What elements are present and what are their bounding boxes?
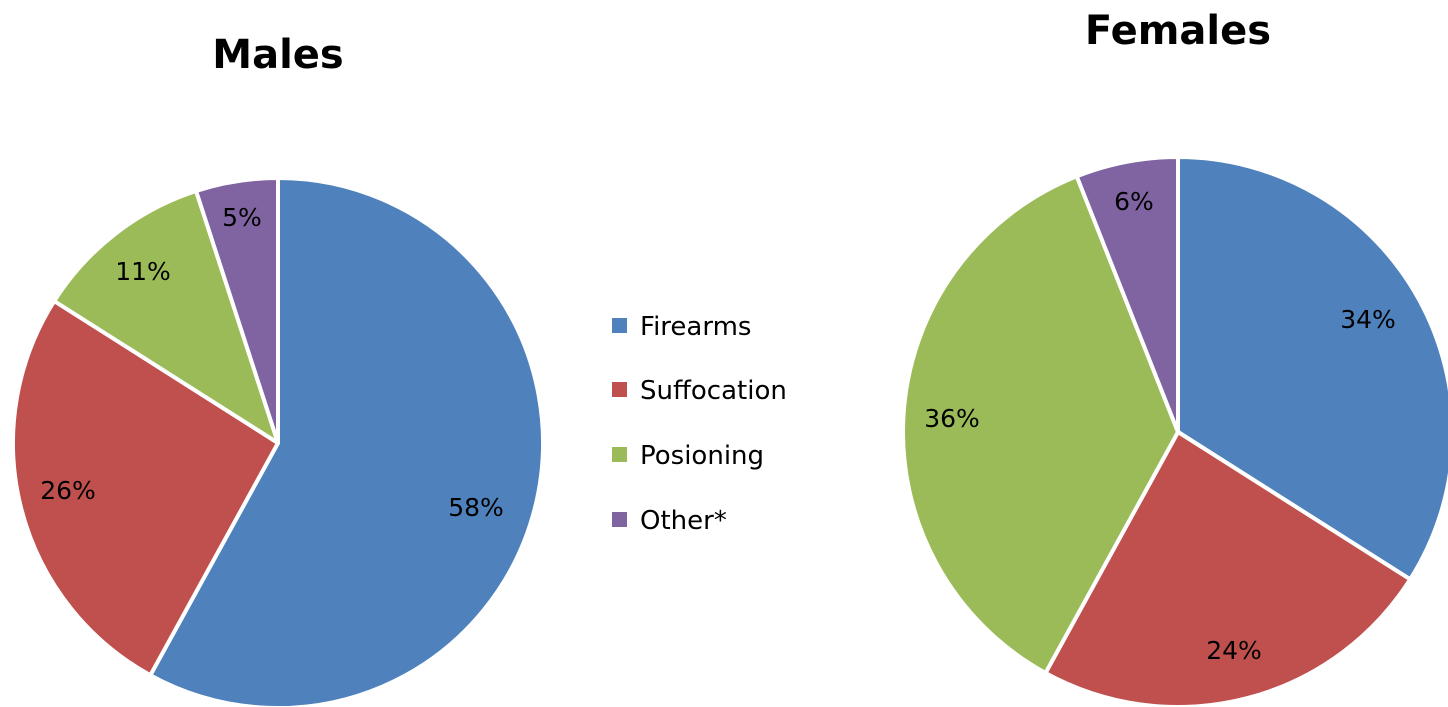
females-label-firearms: 34% [1340, 305, 1396, 334]
legend-label-other: Other* [640, 506, 727, 536]
males-slice-suffocation [11, 299, 280, 678]
males-label-other: 5% [222, 203, 262, 232]
legend-swatch-suffocation [612, 382, 627, 397]
females-label-other: 6% [1114, 187, 1154, 216]
legend-swatch-posioning [612, 447, 627, 462]
males-label-posioning: 11% [115, 257, 171, 286]
females-title: Females [1085, 8, 1271, 54]
females-slice-posioning [901, 174, 1180, 675]
males-slice-firearms [148, 176, 546, 707]
legend-label-posioning: Posioning [640, 441, 764, 471]
legend-label-firearms: Firearms [640, 312, 751, 342]
legend: Firearms Suffocation Posioning Other* [612, 312, 787, 536]
legend-label-suffocation: Suffocation [640, 376, 787, 406]
legend-swatch-firearms [612, 318, 627, 333]
males-title: Males [212, 32, 343, 78]
females-label-suffocation: 24% [1206, 636, 1262, 665]
males-label-suffocation: 26% [40, 476, 96, 505]
females-slice-other [1074, 155, 1180, 434]
females-pie: 34% 24% 36% 6% Females [901, 8, 1448, 707]
males-label-firearms: 58% [448, 493, 504, 522]
males-slice-other [194, 176, 280, 445]
females-slice-suffocation [1043, 430, 1413, 707]
males-pie: 58% 26% 11% 5% Males [11, 32, 546, 707]
legend-swatch-other [612, 512, 627, 527]
males-slice-posioning [52, 188, 280, 445]
females-label-posioning: 36% [924, 404, 980, 433]
